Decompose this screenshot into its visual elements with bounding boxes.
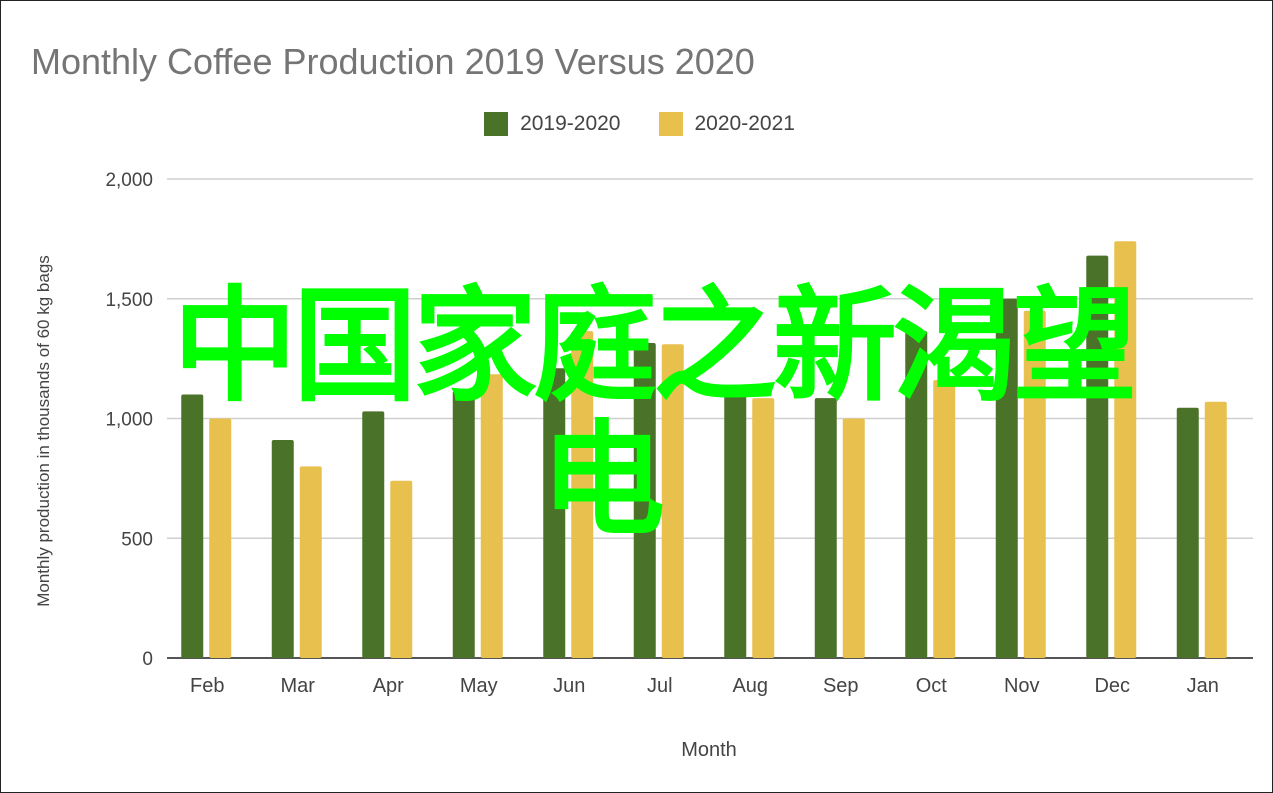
bar-2019-2020-Nov	[995, 298, 1018, 658]
bar-2020-2021-Oct	[933, 380, 956, 658]
x-tick-label: Jul	[647, 675, 673, 697]
bar-2019-2020-Aug	[724, 394, 747, 658]
bar-2019-2020-May	[452, 390, 475, 658]
bar-2019-2020-Oct	[905, 331, 928, 658]
bar-2020-2021-Sep	[842, 418, 865, 658]
bar-2019-2020-Dec	[1086, 255, 1109, 658]
bar-2019-2020-Mar	[271, 440, 294, 658]
y-tick-label: 1,000	[105, 410, 153, 431]
legend-swatch	[658, 112, 683, 136]
legend: 2019-2020 2020-2021	[1, 112, 1272, 136]
x-tick-label: Jun	[553, 675, 585, 697]
bar-2020-2021-Jun	[571, 331, 594, 658]
x-tick-label: Mar	[281, 675, 316, 697]
x-tick-label: Apr	[373, 675, 404, 697]
x-tick-label: Feb	[190, 675, 224, 697]
y-tick-label: 500	[121, 529, 153, 550]
x-tick-label: Jan	[1187, 675, 1219, 697]
bar-2020-2021-Apr	[390, 480, 413, 658]
bar-2019-2020-Jun	[543, 368, 566, 658]
y-tick-label: 1,500	[105, 290, 153, 311]
x-tick-label: Aug	[732, 675, 768, 697]
bar-2020-2021-Nov	[1023, 310, 1046, 658]
legend-label: 2019-2020	[520, 112, 621, 135]
bar-2020-2021-Aug	[752, 398, 775, 658]
bar-2020-2021-Jan	[1204, 401, 1227, 658]
bar-2020-2021-Dec	[1114, 241, 1137, 658]
bar-2019-2020-Sep	[814, 398, 837, 658]
x-tick-label: Nov	[1004, 675, 1040, 697]
bar-2020-2021-Feb	[209, 418, 232, 658]
y-axis-title: Monthly production in thousands of 60 kg…	[34, 255, 53, 607]
x-tick-label: May	[460, 675, 498, 697]
legend-label: 2020-2021	[694, 112, 795, 135]
x-axis-title: Month	[681, 739, 737, 761]
x-tick-label: Sep	[823, 675, 859, 697]
x-tick-label: Oct	[916, 675, 948, 697]
bar-2020-2021-Jul	[661, 344, 684, 658]
bar-2020-2021-Mar	[299, 466, 322, 658]
bar-2019-2020-Feb	[181, 394, 204, 658]
bar-2019-2020-Jul	[633, 343, 656, 658]
legend-item-2020-2021: 2020-2021	[658, 112, 795, 136]
bar-2019-2020-Apr	[362, 411, 385, 658]
y-tick-label: 2,000	[105, 170, 153, 191]
chart-title: Monthly Coffee Production 2019 Versus 20…	[31, 41, 755, 82]
legend-item-2019-2020: 2019-2020	[484, 112, 621, 136]
bar-2020-2021-May	[480, 374, 503, 658]
x-tick-label: Dec	[1094, 675, 1130, 697]
y-tick-label: 0	[142, 649, 153, 670]
bar-2019-2020-Jan	[1176, 407, 1199, 658]
legend-swatch	[484, 112, 509, 136]
